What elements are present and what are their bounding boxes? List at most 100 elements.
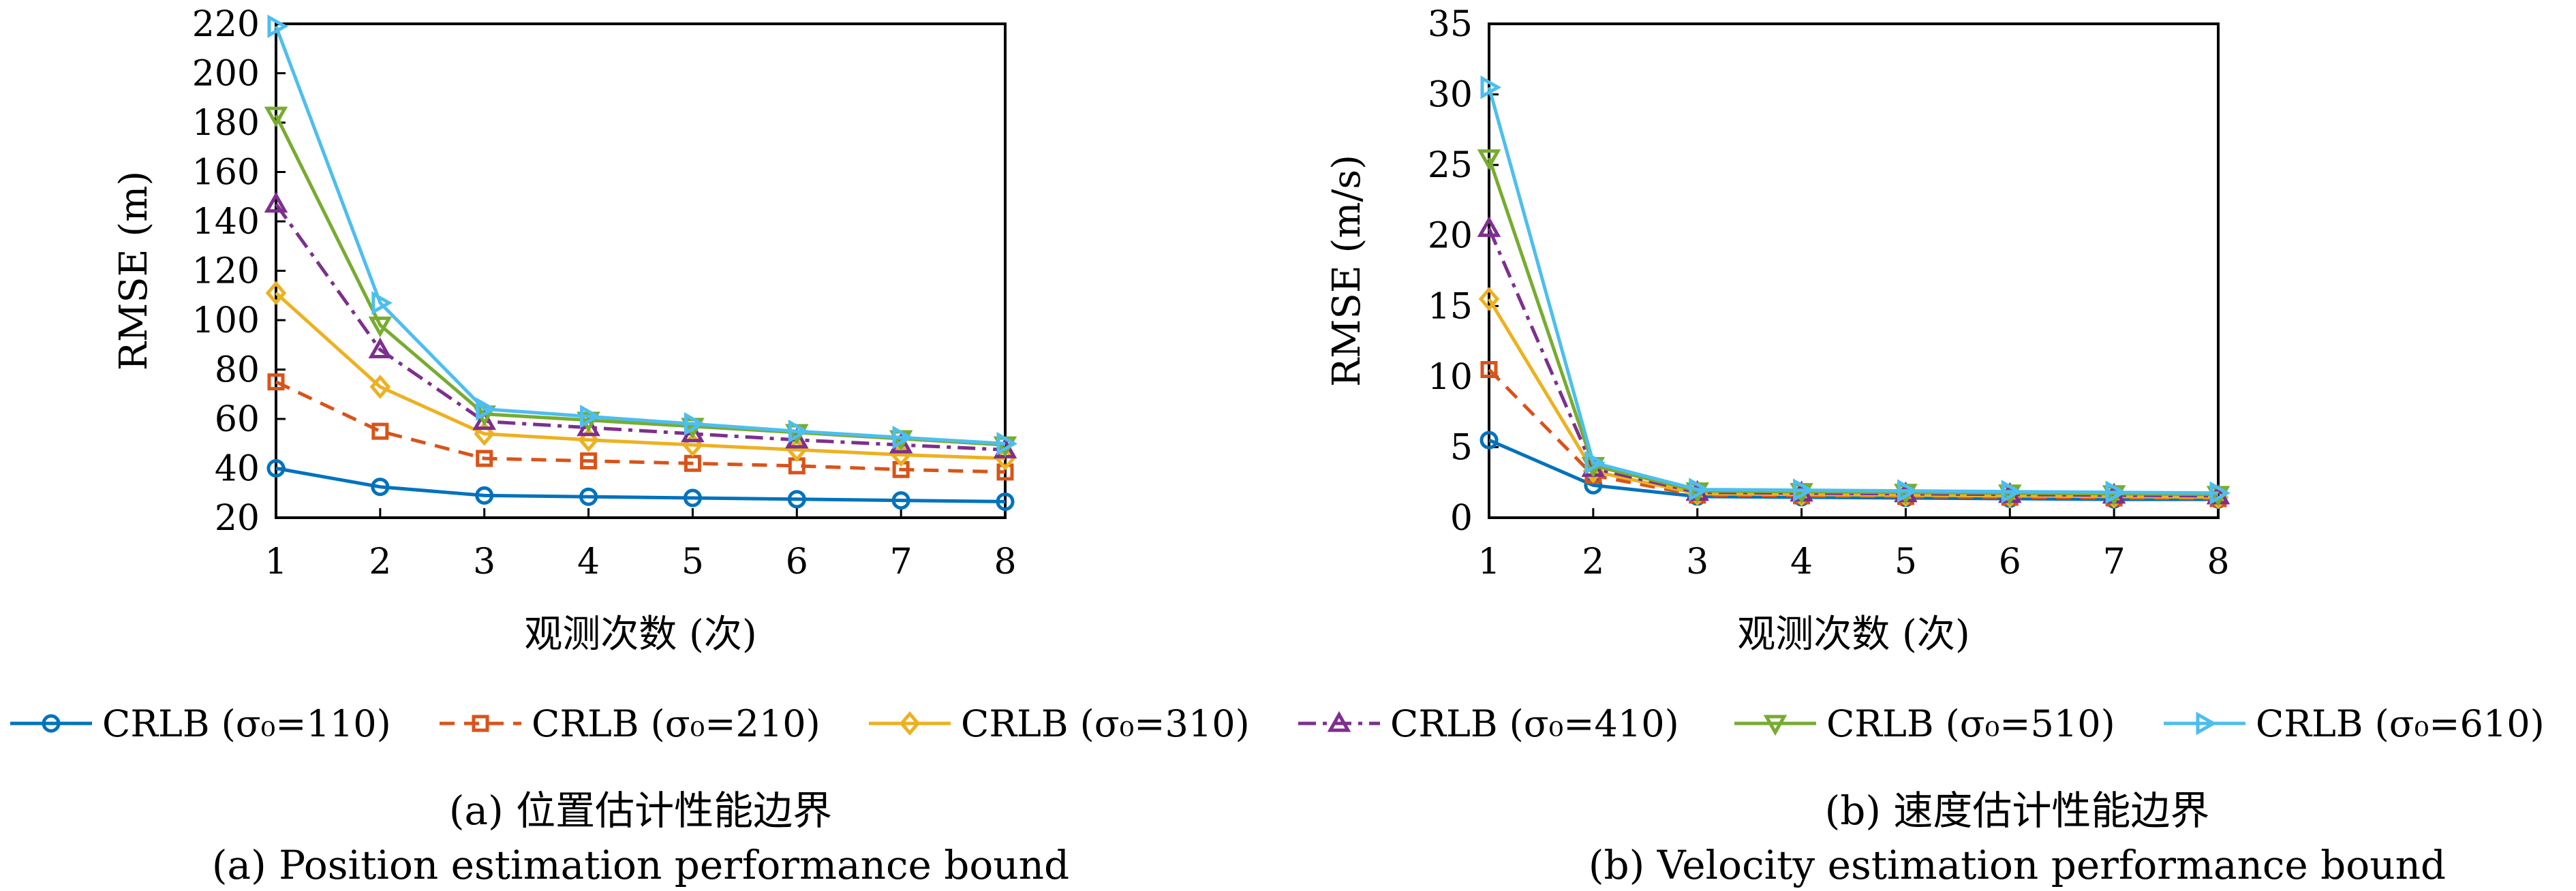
- y-tick-label: 25: [1428, 145, 1473, 186]
- series-5: [1477, 149, 2230, 507]
- data-point: [472, 409, 496, 431]
- x-axis-title: 观测次数 (次): [524, 612, 757, 657]
- legend-label: CRLB (σ₀=110): [102, 702, 391, 745]
- data-point: [1480, 75, 1502, 99]
- x-tick-label: 2: [369, 542, 391, 582]
- data-point: [475, 486, 494, 505]
- y-tick-label: 35: [1428, 4, 1473, 45]
- legend-marker: [1327, 710, 1351, 732]
- series-line: [1487, 87, 2219, 495]
- legend-marker: [472, 715, 489, 732]
- y-tick-label: 100: [192, 300, 260, 341]
- x-tick-label: 6: [786, 542, 808, 582]
- caption-a-cn: (a) 位置估计性能边界: [449, 787, 832, 834]
- data-point: [788, 419, 810, 443]
- data-point: [1479, 431, 1499, 450]
- caption-a-en: (a) Position estimation performance boun…: [212, 842, 1069, 888]
- data-point: [578, 427, 599, 452]
- series-line: [274, 25, 1006, 446]
- data-point: [1793, 478, 1814, 502]
- x-tick-label: 8: [994, 542, 1016, 582]
- legend-item: CRLB (σ₀=410): [1298, 702, 1679, 745]
- data-point: [267, 14, 289, 38]
- y-tick-label: 180: [192, 103, 260, 144]
- caption-b-cn: (b) 速度估计性能边界: [1825, 787, 2210, 834]
- y-axis-title: RMSE (m): [112, 171, 156, 371]
- data-point: [579, 487, 598, 506]
- data-point: [683, 488, 702, 507]
- legend-item: CRLB (σ₀=110): [10, 702, 391, 745]
- data-point: [1689, 478, 1710, 501]
- series-6: [267, 14, 1018, 456]
- series-6: [1480, 75, 2231, 505]
- data-point: [371, 291, 393, 315]
- y-tick-label: 15: [1428, 286, 1473, 327]
- caption-b-en: (b) Velocity estimation performance boun…: [1589, 842, 2446, 888]
- data-point: [368, 337, 393, 358]
- data-point: [1480, 361, 1498, 378]
- x-tick-label: 6: [1999, 542, 2021, 582]
- data-point: [1897, 479, 1918, 503]
- data-point: [787, 490, 806, 509]
- data-point: [1477, 149, 1501, 170]
- legend-label: CRLB (σ₀=210): [532, 702, 821, 745]
- legend-marker: [42, 714, 61, 733]
- data-point: [2105, 480, 2127, 504]
- series-line: [1487, 228, 2219, 498]
- data-point: [2209, 481, 2231, 505]
- data-point: [1584, 450, 1606, 475]
- data-point: [580, 452, 598, 470]
- x-tick-label: 7: [2103, 542, 2126, 582]
- data-point: [371, 478, 390, 497]
- y-tick-label: 160: [192, 153, 260, 193]
- data-point: [2001, 480, 2023, 503]
- x-tick-label: 3: [473, 542, 495, 582]
- chart-position: 1 2 3 4 5 6 7 8 20 40 60 80 100 120 140 160 180 200 220 观测次…: [112, 4, 1018, 657]
- data-point: [474, 421, 495, 446]
- data-point: [371, 422, 389, 440]
- legend-item: CRLB (σ₀=310): [869, 702, 1250, 745]
- data-point: [891, 491, 910, 510]
- chart-velocity: 1 2 3 4 5 6 7 8 0 5 10 15 20 25 30 35 观测次数 (次) RMSE (m/s): [1325, 4, 2231, 657]
- y-axis-title: RMSE (m/s): [1325, 155, 1369, 387]
- x-tick-label: 1: [1477, 542, 1500, 582]
- data-point: [577, 415, 600, 437]
- y-tick-label: 80: [215, 350, 260, 391]
- x-tick-label: 8: [2207, 542, 2229, 582]
- y-tick-label: 220: [192, 4, 260, 45]
- series-line: [274, 203, 1006, 452]
- y-tick-label: 60: [215, 399, 260, 440]
- x-tick-label: 3: [1686, 542, 1708, 582]
- series-line: [275, 467, 1006, 503]
- y-tick-label: 200: [192, 54, 260, 95]
- data-point: [996, 431, 1018, 456]
- plot-frame: [1488, 22, 2220, 519]
- x-tick-label: 4: [577, 542, 600, 582]
- legend-label: CRLB (σ₀=510): [1826, 702, 2115, 745]
- x-tick-label: 5: [1895, 542, 1917, 582]
- legend-marker: [1763, 715, 1788, 736]
- series-5: [264, 106, 1017, 458]
- x-tick-label: 7: [890, 542, 913, 582]
- x-axis-title: 观测次数 (次): [1737, 612, 1970, 657]
- legend: CRLB (σ₀=110) CRLB (σ₀=210) CRLB (σ₀=310) C…: [10, 702, 2545, 745]
- data-point: [684, 411, 705, 436]
- legend-marker: [2196, 711, 2218, 736]
- legend-item: CRLB (σ₀=210): [440, 702, 821, 745]
- legend-label: CRLB (σ₀=310): [961, 702, 1250, 745]
- data-point: [476, 397, 497, 421]
- legend-label: CRLB (σ₀=610): [2256, 702, 2545, 745]
- legend-label: CRLB (σ₀=410): [1390, 702, 1679, 745]
- data-point: [996, 463, 1014, 481]
- series-line: [275, 292, 1006, 460]
- data-point: [369, 375, 391, 399]
- y-tick-label: 5: [1450, 427, 1473, 468]
- data-point: [267, 373, 285, 391]
- y-tick-label: 20: [1428, 216, 1473, 257]
- data-point: [580, 405, 601, 428]
- y-tick-label: 40: [215, 449, 260, 490]
- series-2: [267, 373, 1014, 481]
- data-point: [266, 459, 286, 478]
- series-line: [275, 380, 1006, 474]
